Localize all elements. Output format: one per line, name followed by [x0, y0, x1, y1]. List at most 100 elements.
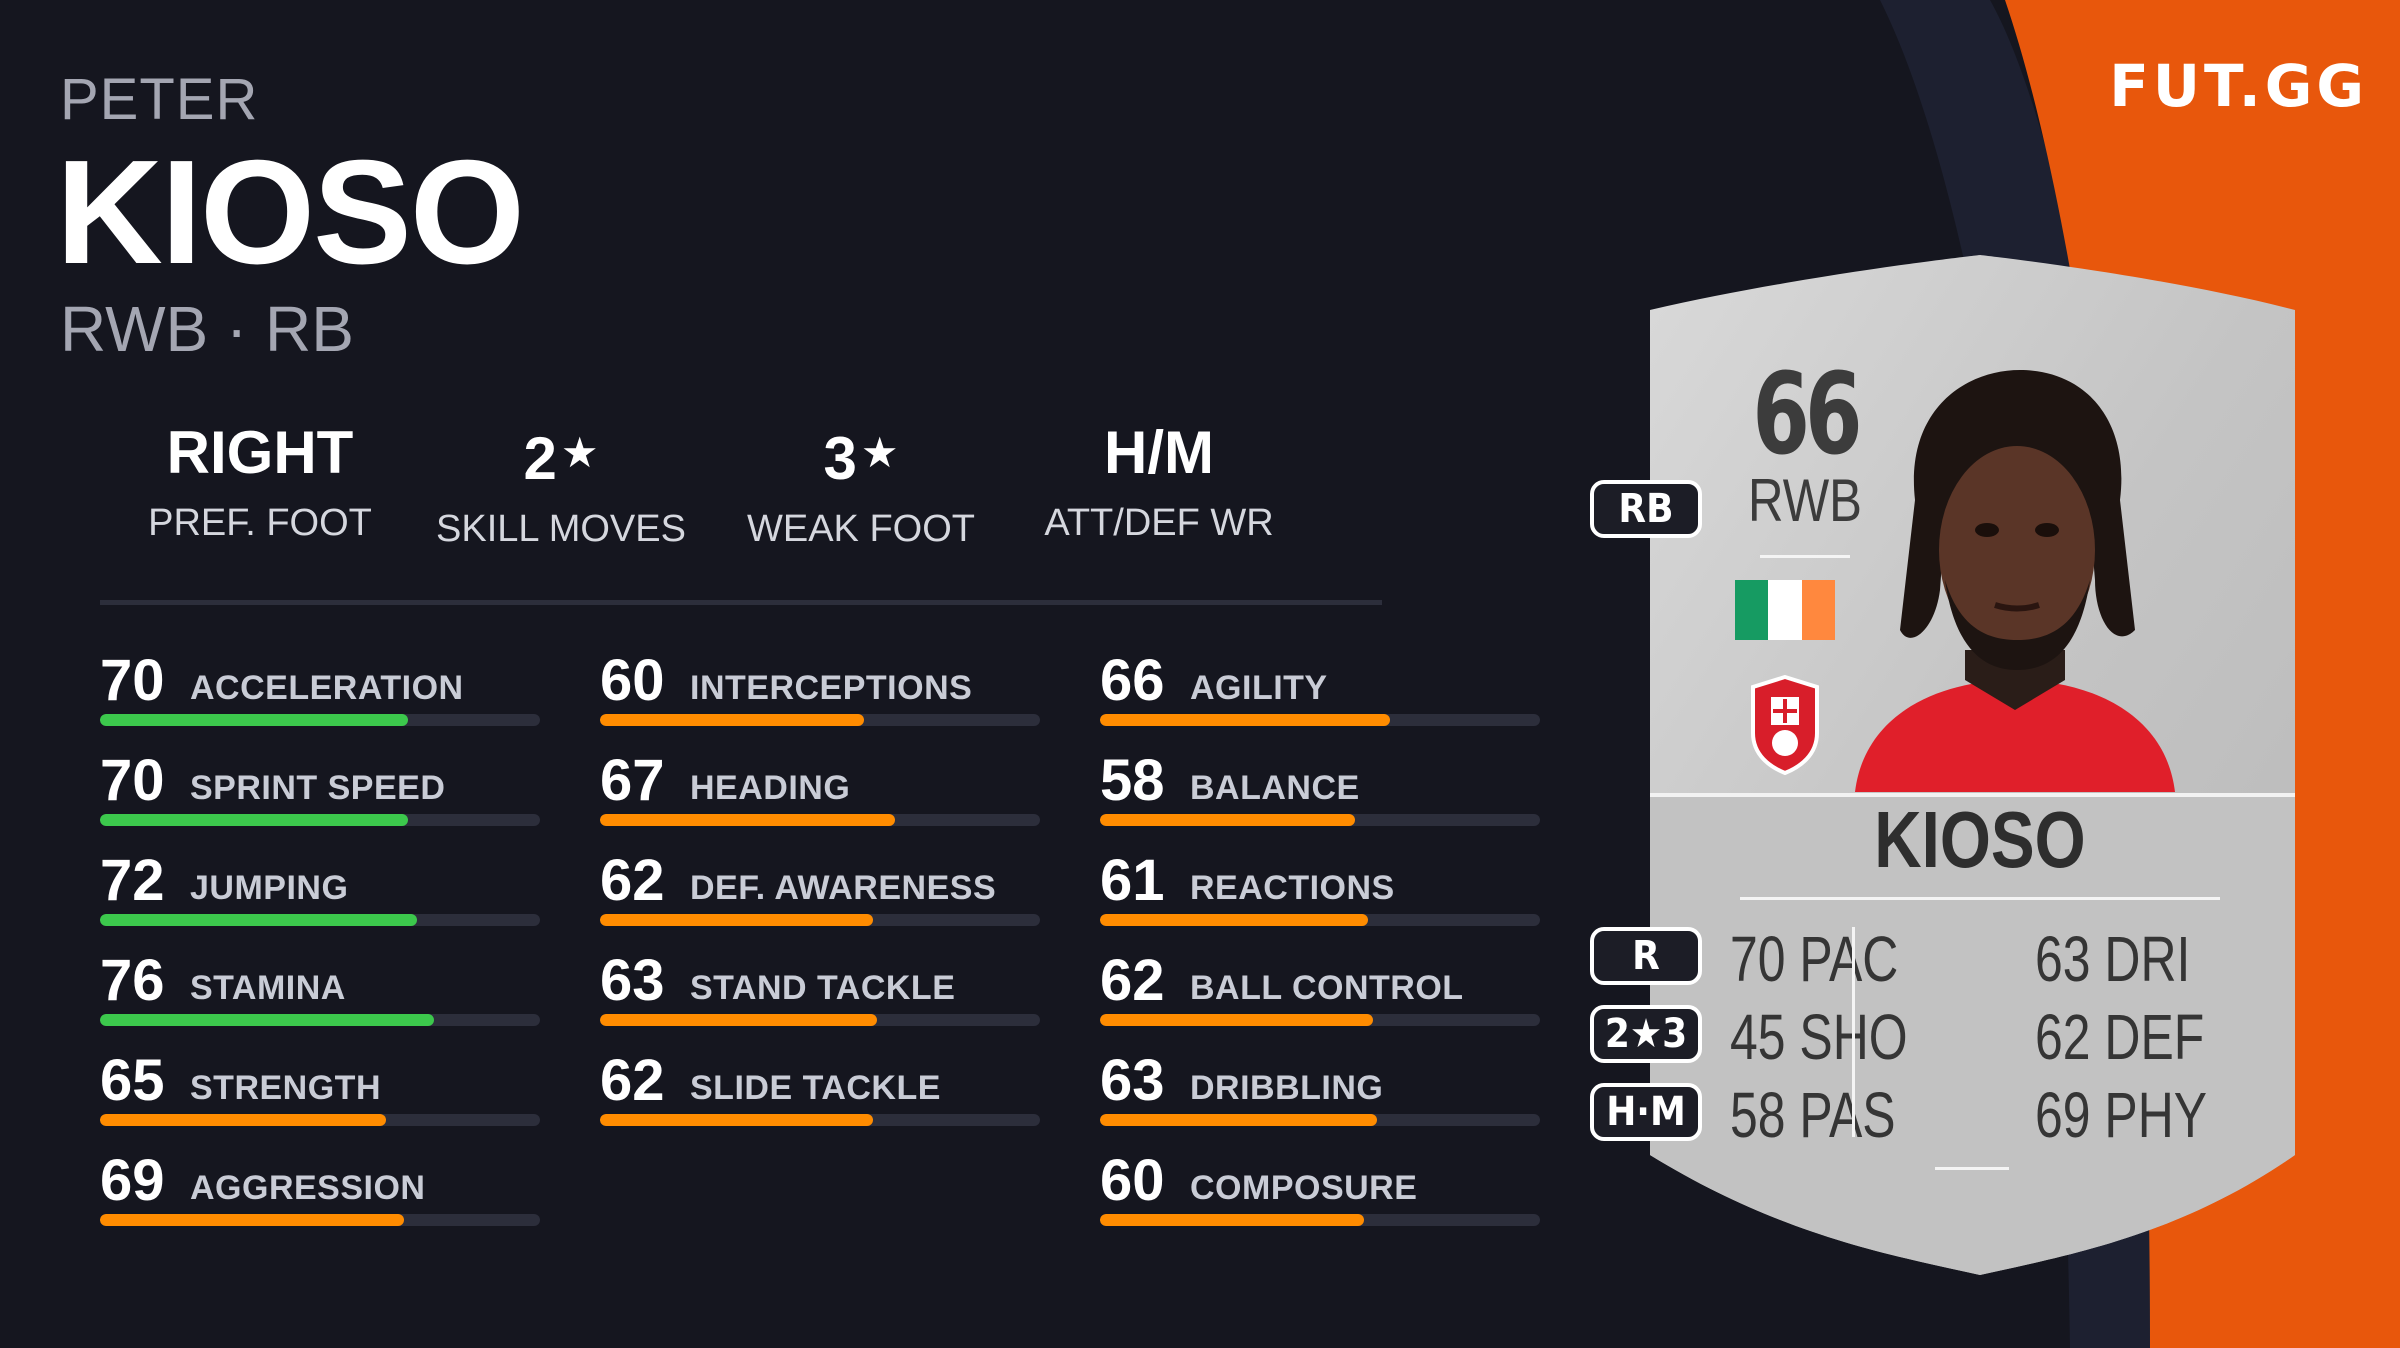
stat-row: 62 DEF. AWARENESS	[600, 848, 1040, 948]
stat-name: SPRINT SPEED	[190, 769, 446, 807]
info-label: SKILL MOVES	[436, 508, 686, 550]
stat-bar-fill	[100, 714, 408, 726]
card-stat-row: 45 SHO 62 DEF	[1730, 1001, 2230, 1079]
stat-row: 69 AGGRESSION	[100, 1148, 540, 1248]
stat-row: 67 HEADING	[600, 748, 1040, 848]
card-bottom-divider	[1935, 1167, 2009, 1170]
stat-bar-fill	[600, 814, 895, 826]
stat-value: 76	[100, 948, 165, 1013]
foot-pill: R	[1590, 927, 1702, 985]
stat-bar	[100, 714, 540, 726]
card-stat-left: 45 SHO	[1730, 1001, 1908, 1073]
stat-bar-fill	[100, 914, 417, 926]
stat-bar	[1100, 814, 1540, 826]
info-value: 2★	[523, 425, 599, 492]
stat-value: 66	[1100, 648, 1165, 713]
stat-row: 60 INTERCEPTIONS	[600, 648, 1040, 748]
stat-name: JUMPING	[190, 869, 349, 907]
stat-bar	[600, 914, 1040, 926]
brand-logo[interactable]: FUT.GG	[2109, 52, 2368, 120]
card-stat-row: 70 PAC 63 DRI	[1730, 923, 2230, 1001]
stat-row: 70 ACCELERATION	[100, 648, 540, 748]
stats-column-2: 60 INTERCEPTIONS 67 HEADING 62 DEF. AWARENESS…	[600, 648, 1040, 1148]
stat-name: STRENGTH	[190, 1069, 381, 1107]
stat-row: 66 AGILITY	[1100, 648, 1540, 748]
stat-bar-fill	[1100, 1014, 1373, 1026]
card-player-name: KIOSO	[1874, 795, 2086, 884]
stats-column-1: 70 ACCELERATION 70 SPRINT SPEED 72 JUMPING 76 S…	[100, 648, 540, 1248]
stat-value: 65	[100, 1048, 165, 1113]
info-pref-foot: RIGHT PREF. FOOT	[100, 418, 420, 551]
stat-row: 72 JUMPING	[100, 848, 540, 948]
stat-bar-fill	[100, 1014, 435, 1026]
stat-name: AGILITY	[1190, 669, 1328, 707]
card-divider	[1760, 555, 1850, 558]
info-work-rate: H/M ATT/DEF WR	[1020, 418, 1298, 551]
stat-bar-fill	[600, 914, 873, 926]
player-positions: RWB · RB	[60, 293, 354, 365]
section-divider	[100, 600, 1382, 605]
info-weak-foot: 3★ WEAK FOOT	[702, 418, 1020, 551]
star-icon: ★	[560, 429, 599, 476]
stat-name: STAMINA	[190, 969, 346, 1007]
stat-value: 67	[600, 748, 665, 813]
stat-value: 72	[100, 848, 165, 913]
stat-bar-fill	[1100, 814, 1356, 826]
stat-row: 63 DRIBBLING	[1100, 1048, 1540, 1148]
stat-bar	[600, 814, 1040, 826]
stat-row: 58 BALANCE	[1100, 748, 1540, 848]
stat-value: 62	[1100, 948, 1165, 1013]
stat-name: INTERCEPTIONS	[690, 669, 973, 707]
card-stats-divider	[1852, 927, 1855, 1137]
ireland-flag-icon	[1735, 580, 1835, 640]
player-card[interactable]: 66 RWB KIOSO 70 PAC 63 DRI 45 SHO 62 DEF…	[1590, 255, 2310, 1275]
stats-column-3: 66 AGILITY 58 BALANCE 61 REACTIONS 62 BALL CONT…	[1100, 648, 1540, 1248]
stat-bar-fill	[1100, 714, 1391, 726]
stat-bar-fill	[100, 1114, 386, 1126]
stat-bar-fill	[100, 814, 408, 826]
stat-name: BALL CONTROL	[1190, 969, 1464, 1007]
card-name-divider	[1740, 897, 2220, 900]
info-label: PREF. FOOT	[148, 502, 372, 544]
stat-value: 60	[1100, 1148, 1165, 1213]
alt-position-pill: RB	[1590, 480, 1702, 538]
stat-name: REACTIONS	[1190, 869, 1395, 907]
stat-bar	[100, 914, 540, 926]
stat-value: 69	[100, 1148, 165, 1213]
stat-bar-fill	[1100, 1114, 1378, 1126]
card-position: RWB	[1748, 467, 1862, 534]
stat-name: COMPOSURE	[1190, 1169, 1418, 1207]
card-stat-right: 62 DEF	[2035, 1001, 2205, 1073]
player-first-name: PETER	[60, 67, 259, 132]
stat-name: ACCELERATION	[190, 669, 464, 707]
stat-name: DRIBBLING	[1190, 1069, 1384, 1107]
work-rate-pill: H·M	[1590, 1083, 1702, 1141]
stat-bar	[600, 1114, 1040, 1126]
card-stat-right: 69 PHY	[2035, 1079, 2208, 1151]
stat-bar	[600, 714, 1040, 726]
stat-bar	[100, 1014, 540, 1026]
stat-row: 63 STAND TACKLE	[600, 948, 1040, 1048]
stat-value: 62	[600, 848, 665, 913]
info-value: 3★	[823, 425, 899, 492]
stat-value: 63	[1100, 1048, 1165, 1113]
stat-value: 58	[1100, 748, 1165, 813]
stat-row: 70 SPRINT SPEED	[100, 748, 540, 848]
stat-bar	[600, 1014, 1040, 1026]
stat-name: STAND TACKLE	[690, 969, 956, 1007]
stat-bar	[100, 1114, 540, 1126]
skills-weakfoot-pill: 2★3	[1590, 1005, 1702, 1063]
stat-value: 62	[600, 1048, 665, 1113]
info-value: RIGHT	[166, 419, 354, 486]
stat-value: 63	[600, 948, 665, 1013]
card-stat-row: 58 PAS 69 PHY	[1730, 1079, 2230, 1157]
stat-bar	[1100, 714, 1540, 726]
player-photo	[1855, 370, 2175, 792]
stat-bar	[100, 1214, 540, 1226]
stat-value: 61	[1100, 848, 1165, 913]
stat-value: 70	[100, 748, 165, 813]
info-label: ATT/DEF WR	[1044, 502, 1274, 544]
info-skill-moves: 2★ SKILL MOVES	[420, 418, 702, 551]
stat-bar	[1100, 1214, 1540, 1226]
club-badge-icon	[1751, 675, 1819, 775]
